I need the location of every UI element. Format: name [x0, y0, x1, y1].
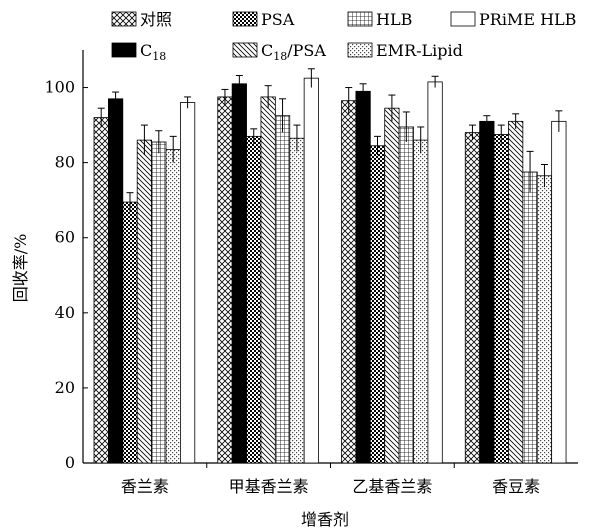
bar — [398, 126, 414, 464]
bar — [384, 107, 400, 464]
bar — [93, 117, 109, 464]
bar — [464, 132, 481, 464]
bar — [522, 171, 538, 464]
bar — [493, 134, 509, 464]
bar — [413, 139, 429, 464]
bar — [246, 135, 262, 464]
bar — [108, 98, 124, 464]
bar — [355, 90, 371, 464]
bar — [151, 141, 167, 464]
legend-swatch — [347, 11, 373, 27]
bar — [165, 149, 181, 464]
bar — [179, 102, 196, 464]
bar — [369, 145, 386, 464]
bar — [260, 96, 276, 464]
legend-label: C18 — [140, 41, 166, 63]
bar — [274, 115, 291, 464]
bar — [136, 139, 152, 464]
legend-label: PRiME HLB — [479, 10, 576, 29]
x-tick-label: 甲基香兰素 — [229, 477, 309, 496]
y-tick-label: 0 — [65, 453, 75, 472]
legend-swatch — [450, 11, 476, 27]
y-tick-label: 60 — [55, 228, 75, 247]
bar — [479, 120, 495, 464]
bar — [427, 81, 443, 464]
bar — [289, 137, 305, 464]
x-tick-label: 香豆素 — [492, 477, 540, 496]
legend-swatch — [111, 11, 137, 27]
legend-swatch — [111, 42, 137, 58]
bar — [508, 120, 524, 464]
legend-label: 对照 — [140, 10, 172, 29]
y-tick-label: 40 — [55, 303, 75, 322]
y-tick-label: 100 — [44, 78, 75, 97]
legend-label: C18/PSA — [261, 41, 326, 63]
x-tick-label: 乙基香兰素 — [352, 477, 432, 496]
legend-label: EMR-Lipid — [376, 41, 463, 60]
legend-label: HLB — [376, 10, 412, 29]
bar — [341, 100, 357, 464]
y-tick-label: 20 — [55, 378, 75, 397]
y-tick-label: 80 — [55, 153, 75, 172]
plot-area: 0 20 40 60 80 100 香兰素 甲基香兰素 乙基香兰素 香豆素 — [44, 50, 578, 496]
bar — [217, 96, 233, 464]
bar — [122, 201, 138, 464]
bar — [551, 120, 567, 464]
x-axis-title: 增香剂 — [301, 510, 349, 529]
bar — [303, 77, 319, 464]
legend-label: PSA — [261, 10, 295, 29]
legend: 对照 PSA HLB PRiME HLB C18 C18/PSA EMR-Lipid — [111, 10, 576, 63]
bar — [536, 175, 553, 464]
legend-swatch — [347, 42, 373, 58]
legend-swatch — [232, 11, 258, 27]
y-axis-title: 回收率/% — [11, 234, 30, 303]
bar — [231, 83, 247, 464]
legend-swatch — [232, 42, 258, 58]
x-tick-label: 香兰素 — [121, 477, 169, 496]
